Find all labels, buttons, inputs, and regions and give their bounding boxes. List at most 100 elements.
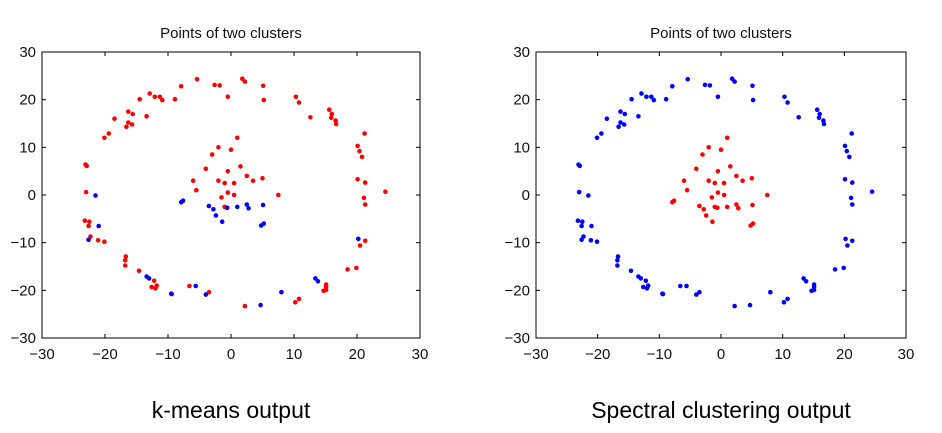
data-point	[225, 190, 231, 195]
data-point	[190, 178, 196, 183]
data-point	[712, 180, 718, 186]
data-point	[354, 265, 359, 271]
data-point	[160, 97, 165, 103]
data-point	[242, 79, 248, 84]
data-point	[168, 291, 174, 297]
data-point	[715, 94, 721, 100]
data-point	[579, 223, 584, 229]
data-point	[749, 176, 755, 181]
data-point	[238, 164, 243, 169]
y-tick-label: 10	[19, 139, 36, 156]
data-point	[206, 203, 212, 209]
data-point	[694, 166, 699, 172]
data-point	[697, 289, 702, 295]
data-point	[671, 198, 677, 203]
data-point	[785, 296, 790, 302]
data-point	[260, 176, 265, 181]
data-point	[293, 94, 299, 100]
data-point	[345, 267, 350, 272]
data-point	[697, 203, 702, 209]
data-point	[850, 238, 855, 244]
data-point	[588, 238, 594, 243]
data-point	[615, 258, 620, 263]
data-point	[579, 237, 584, 243]
data-point	[765, 192, 770, 198]
data-point	[137, 96, 142, 102]
data-point	[684, 283, 689, 289]
spectral-scatter-plot: Points of two clusters −30 −20 −10 0 10 20 30 −3…	[505, 25, 915, 363]
data-point	[750, 202, 755, 208]
data-point	[616, 124, 621, 130]
data-point	[187, 283, 192, 289]
data-point	[747, 302, 753, 308]
data-point	[211, 207, 216, 212]
data-point	[703, 213, 709, 218]
data-point	[231, 180, 237, 186]
data-point	[122, 258, 128, 263]
data-point	[660, 291, 665, 297]
axes-box	[535, 51, 907, 339]
data-point	[362, 202, 368, 207]
data-point	[203, 292, 209, 297]
data-point	[821, 118, 826, 123]
data-point	[814, 107, 820, 112]
data-point	[715, 190, 721, 195]
data-point	[621, 122, 627, 127]
data-point	[308, 115, 313, 120]
y-tick-label: 10	[513, 139, 530, 156]
data-point	[586, 193, 591, 198]
x-tick-label: 20	[836, 346, 853, 363]
data-point	[362, 238, 368, 244]
data-point	[709, 195, 715, 200]
data-point	[841, 265, 846, 271]
y-tick-label: −20	[11, 282, 36, 299]
data-point	[96, 223, 101, 229]
data-point	[663, 96, 669, 102]
data-point	[82, 218, 88, 223]
data-point	[212, 82, 217, 88]
data-point	[217, 83, 222, 88]
x-tick-label: 30	[898, 346, 915, 363]
data-point	[702, 82, 708, 88]
data-point	[636, 114, 641, 119]
data-point	[216, 145, 221, 150]
data-point	[700, 152, 705, 157]
data-point	[209, 152, 215, 157]
data-point	[154, 283, 159, 288]
data-point	[321, 288, 326, 294]
data-point	[279, 289, 284, 295]
data-point	[235, 204, 240, 210]
data-point	[736, 206, 741, 211]
data-point	[724, 135, 730, 141]
data-point	[715, 205, 720, 211]
data-point	[707, 83, 713, 88]
x-tick-label: 20	[349, 346, 366, 363]
data-point	[576, 189, 582, 195]
data-point	[618, 109, 623, 114]
data-point	[848, 195, 854, 201]
data-point	[216, 178, 221, 183]
data-point	[748, 223, 753, 228]
data-point	[147, 91, 152, 96]
x-tick-label: −10	[155, 346, 180, 363]
data-point	[157, 94, 163, 100]
data-point	[615, 263, 620, 268]
data-point	[130, 111, 135, 117]
y-tick-label: −30	[505, 330, 530, 347]
data-point	[144, 114, 149, 119]
data-point	[180, 198, 186, 203]
data-point	[641, 284, 646, 290]
data-point	[355, 177, 360, 182]
data-point	[643, 278, 649, 284]
data-point	[629, 96, 634, 102]
data-point	[844, 148, 850, 154]
data-point	[333, 118, 338, 123]
data-point	[231, 192, 237, 198]
data-point	[106, 131, 112, 136]
data-point	[244, 173, 250, 179]
data-point	[123, 254, 129, 259]
data-point	[84, 163, 89, 169]
y-tick-label: −30	[11, 330, 36, 347]
data-point	[246, 206, 251, 211]
data-point	[622, 111, 628, 117]
